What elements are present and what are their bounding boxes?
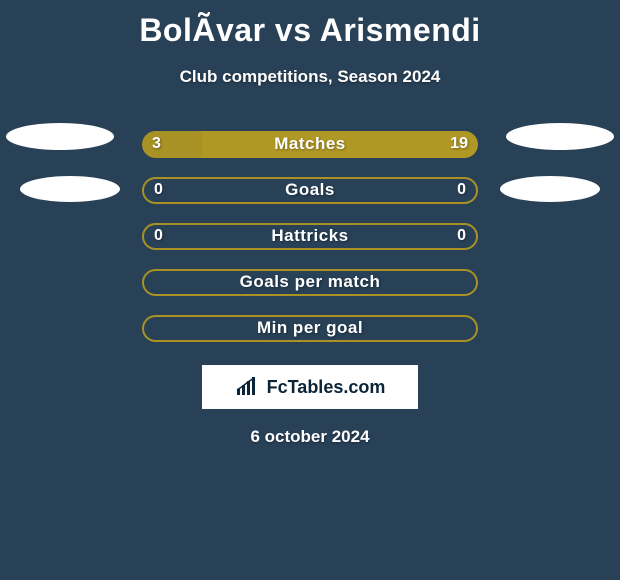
stat-value-left: 3: [152, 135, 161, 153]
stat-bar: 3 19 Matches: [142, 131, 478, 158]
stat-row: 3 19 Matches: [0, 121, 620, 167]
stat-label: Min per goal: [257, 318, 363, 338]
stat-value-right: 0: [457, 227, 466, 245]
stat-label: Hattricks: [271, 226, 348, 246]
stat-bar: 0 0 Hattricks: [142, 223, 478, 250]
stat-bar: 0 0 Goals: [142, 177, 478, 204]
stat-bar: Goals per match: [142, 269, 478, 296]
subtitle: Club competitions, Season 2024: [0, 67, 620, 87]
stat-value-left: 0: [154, 227, 163, 245]
stat-value-right: 19: [450, 135, 468, 153]
stat-label: Goals per match: [240, 272, 381, 292]
stat-row: Min per goal: [0, 305, 620, 351]
stat-value-left: 0: [154, 181, 163, 199]
attribution-text: FcTables.com: [267, 377, 386, 398]
stat-bar: Min per goal: [142, 315, 478, 342]
stat-row: 0 0 Hattricks: [0, 213, 620, 259]
stat-label: Matches: [274, 134, 346, 154]
date-label: 6 october 2024: [0, 427, 620, 447]
stat-row: 0 0 Goals: [0, 167, 620, 213]
stat-value-right: 0: [457, 181, 466, 199]
page-title: BolÃ­var vs Arismendi: [0, 0, 620, 49]
attribution-logo: FcTables.com: [202, 365, 418, 409]
stat-row: Goals per match: [0, 259, 620, 305]
stat-label: Goals: [285, 180, 335, 200]
bar-chart-icon: [235, 377, 261, 397]
stats-rows: 3 19 Matches 0 0 Goals 0 0 Hattricks Goals per ma…: [0, 121, 620, 351]
